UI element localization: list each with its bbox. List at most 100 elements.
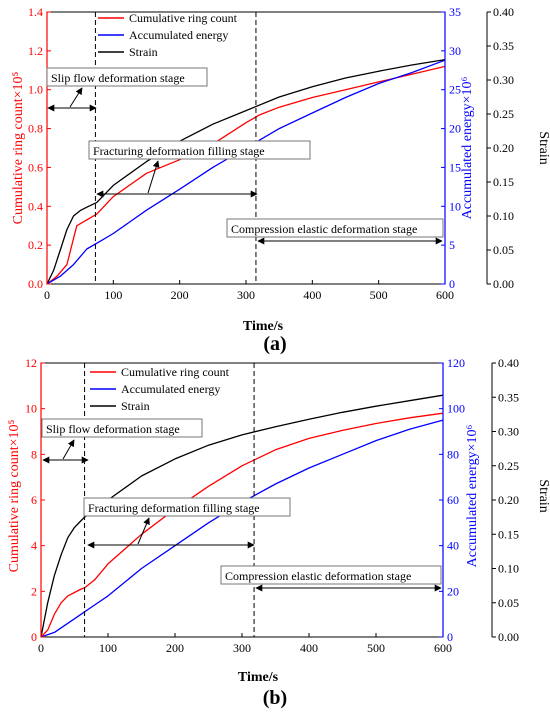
panel-a-strain-tick-label: 0.35 — [493, 39, 514, 53]
panel-b-x-tick-label: 600 — [434, 641, 452, 655]
panel-a-left-tick-label: 1.0 — [28, 83, 43, 97]
panel-b-series-layer — [40, 394, 444, 638]
panel-a-left-tick-label: 0.0 — [28, 277, 43, 291]
panel-a-annotation-box-fracturing — [88, 140, 311, 160]
panel-b-strain-tick-label: 0.30 — [498, 425, 519, 439]
panel-a-energy-tick-label: 0 — [449, 277, 455, 291]
panel-b-left-tick-label: 6 — [31, 493, 37, 507]
panel-a-left-tick-label: 0.2 — [28, 238, 43, 252]
panel-a-strain-axis-label: Strain — [536, 131, 550, 164]
panel-b-legend: Cumulative ring count Accumulated energy… — [90, 365, 230, 413]
panel-a-annotation-compression: Compression elastic deformation stage — [231, 222, 417, 236]
panel-b-x-tick-label: 200 — [166, 641, 184, 655]
panel-b-x-axis: 0 100 200 300 400 500 600 — [38, 633, 452, 655]
panel-a-strain-tick-label: 0.25 — [493, 107, 514, 121]
panel-b-strain-tick-label: 0.40 — [498, 356, 519, 370]
panel-b-legend-label-energy: Accumulated energy — [121, 382, 220, 396]
panel-b-strain-tick-label: 0.10 — [498, 562, 519, 576]
panel-b-left-tick-label: 0 — [31, 630, 37, 644]
panel-a-fracturing-pointer — [147, 160, 160, 194]
panel-a-x-tick-label: 200 — [171, 288, 189, 302]
panel-a-strain-tick-label: 0.15 — [493, 175, 514, 189]
panel-a-strain-tick-label: 0.00 — [493, 277, 514, 291]
panel-a-x-tick-label: 0 — [44, 288, 50, 302]
panel-a-energy-tick-label: 30 — [449, 44, 461, 58]
panel-a-left-axis: 0.0 0.2 0.4 0.6 0.8 1.0 1.2 1.4 — [28, 5, 51, 291]
panel-a-left-tick-label: 0.8 — [28, 122, 43, 136]
panel-b-energy-tick-label: 100 — [447, 402, 465, 416]
panel-a-left-tick-label: 1.4 — [28, 5, 43, 19]
panel-b-x-tick-label: 100 — [99, 641, 117, 655]
panel-b-strain-tick-label: 0.25 — [498, 459, 519, 473]
panel-a-strain-tick-label: 0.40 — [493, 5, 514, 19]
panel-b-energy-axis: 0 20 40 60 80 100 120 — [439, 356, 465, 644]
panel-b-strain-tick-label: 0.35 — [498, 390, 519, 404]
panel-b-annotation-box-compression — [220, 565, 442, 585]
panel-a-annotation-box-slip — [46, 67, 208, 87]
panel-a-left-axis-label: Cumulative ring count×10⁵ — [11, 72, 26, 225]
panel-a-series-layer — [46, 58, 446, 285]
panel-b-strain-tick-label: 0.15 — [498, 527, 519, 541]
panel-a-x-tick-label: 600 — [436, 288, 454, 302]
panel-b-energy-tick-label: 40 — [447, 539, 459, 553]
panel-b-annotation-box-fracturing — [83, 497, 291, 517]
panel-b-strain-axis-label: Strain — [536, 479, 550, 512]
panel-a-energy-tick-label: 25 — [449, 83, 461, 97]
panel-b-left-axis: 0 2 4 6 8 10 12 — [25, 356, 45, 644]
panel-b-strain-tick-label: 0.20 — [498, 493, 519, 507]
panel-b-strain-axis: 0.00 0.05 0.10 0.15 0.20 0.25 0.30 0.35 0.40 — [491, 356, 519, 644]
panel-a-energy-tick-label: 10 — [449, 199, 461, 213]
panel-a-x-tick-label: 100 — [104, 288, 122, 302]
panel-b-left-tick-label: 4 — [31, 539, 37, 553]
panel-b-x-axis-label: Time/s — [238, 670, 279, 685]
panel-a-energy-axis-label: Accumulated energy×10⁶ — [460, 77, 475, 220]
panel-a-energy-tick-label: 20 — [449, 122, 461, 136]
panel-b-label: (b) — [263, 687, 287, 709]
panel-a-strain-tick-label: 0.05 — [493, 243, 514, 257]
panel-b-series-ring-count — [40, 412, 444, 638]
panel-b-x-tick-label: 300 — [233, 641, 251, 655]
panel-b-left-tick-label: 8 — [31, 447, 37, 461]
panel-b-stage-annotations: Slip flow deformation stage Fracturing d… — [41, 418, 442, 592]
panel-a-series-ring-count — [46, 65, 446, 285]
panel-a-legend-label-ring: Cumulative ring count — [129, 11, 238, 25]
panel-b-legend-label-strain: Strain — [121, 399, 150, 413]
panel-a-x-tick-label: 300 — [237, 288, 255, 302]
panel-b-energy-tick-label: 120 — [447, 356, 465, 370]
panel-a-energy-tick-label: 5 — [449, 238, 455, 252]
panel-b-x-tick-label: 500 — [367, 641, 385, 655]
panel-b-legend-label-ring: Cumulative ring count — [121, 365, 230, 379]
panel-a-series-energy — [46, 59, 446, 285]
panel-a-series-strain — [46, 58, 446, 285]
panel-a-x-tick-label: 500 — [370, 288, 388, 302]
panel-b-chart: 0 100 200 300 400 500 600 0 2 4 6 8 10 12 0 20 40 60 80 1… — [7, 356, 550, 709]
panel-a-energy-tick-label: 35 — [449, 5, 461, 19]
panel-b-energy-axis-label: Accumulated energy×10⁶ — [465, 425, 480, 568]
panel-b-left-tick-label: 10 — [25, 402, 37, 416]
panel-a-annotation-fracturing: Fracturing deformation filling stage — [93, 144, 265, 158]
panel-a-annotation-slip: Slip flow deformation stage — [51, 71, 185, 85]
panel-a-label: (a) — [263, 333, 286, 355]
panel-a-strain-axis: 0.00 0.05 0.10 0.15 0.20 0.25 0.30 0.35 0.40 — [486, 5, 514, 291]
panel-a-strain-tick-label: 0.10 — [493, 209, 514, 223]
panel-b-annotation-slip: Slip flow deformation stage — [46, 422, 180, 436]
panel-a-energy-tick-label: 15 — [449, 160, 461, 174]
panel-a-legend-label-energy: Accumulated energy — [129, 28, 228, 42]
panel-b-strain-tick-label: 0.05 — [498, 596, 519, 610]
panel-a-legend: Cumulative ring count Accumulated energy… — [98, 11, 238, 59]
panel-a-x-axis: 0 100 200 300 400 500 600 — [44, 280, 454, 302]
panel-a-left-tick-label: 0.6 — [28, 160, 43, 174]
panel-b-energy-tick-label: 60 — [447, 493, 459, 507]
panel-b-fracturing-pointer — [137, 517, 150, 545]
panel-b-annotation-compression: Compression elastic deformation stage — [225, 569, 411, 583]
panel-b-slip-pointer — [62, 439, 75, 460]
panel-a-left-tick-label: 0.4 — [28, 199, 43, 213]
panel-b-strain-tick-label: 0.00 — [498, 630, 519, 644]
panel-b-left-tick-label: 12 — [25, 356, 37, 370]
panel-a-slip-pointer — [69, 87, 83, 108]
panel-a-chart: 0 100 200 300 400 500 600 0.00.20.40.60.81.01.… — [11, 5, 550, 355]
panel-a-strain-tick-label: 0.20 — [493, 141, 514, 155]
panel-b-left-tick-label: 2 — [31, 584, 37, 598]
panel-a-x-tick-label: 400 — [303, 288, 321, 302]
